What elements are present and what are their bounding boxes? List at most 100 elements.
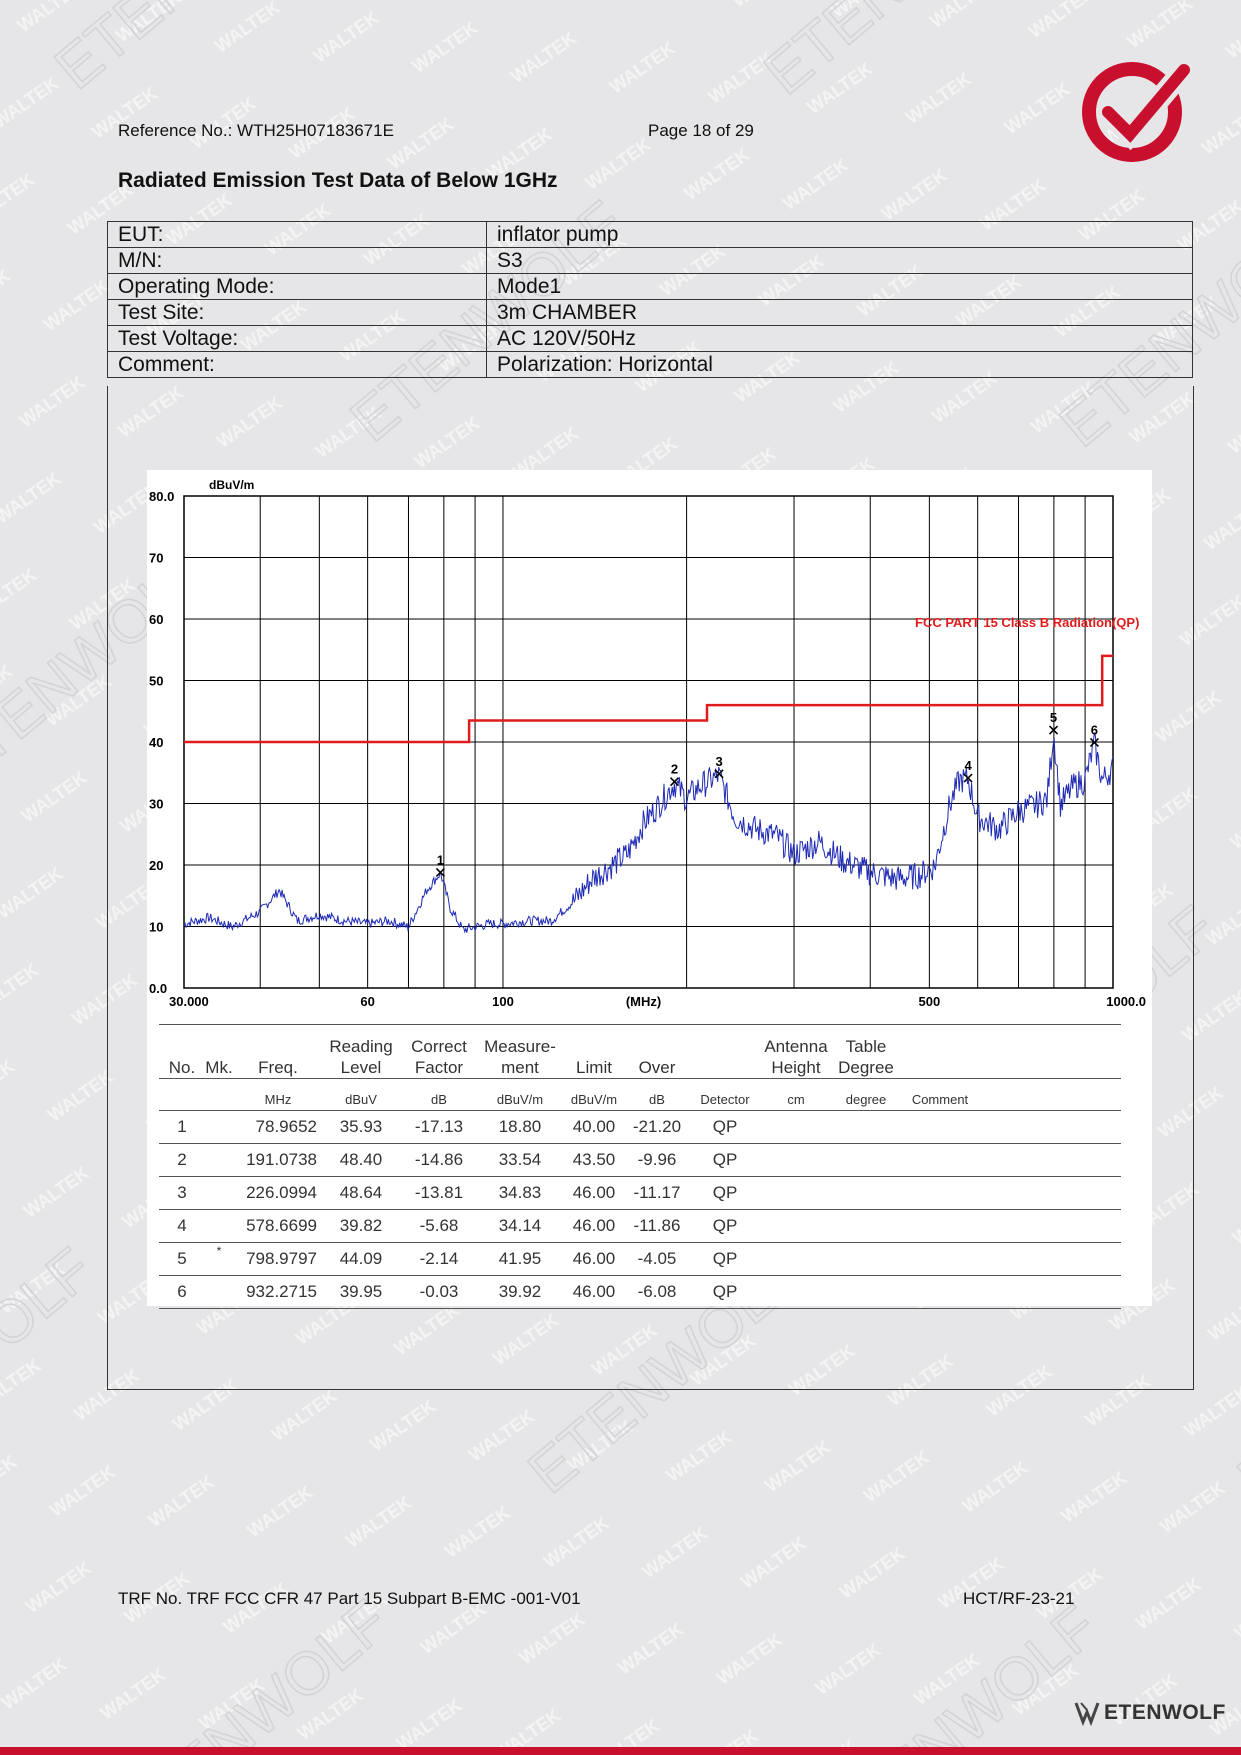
chart-frame — [107, 386, 1194, 1390]
table-row: 6 932.2715 39.95 -0.03 39.92 46.00 -6.08 QP — [159, 1275, 1121, 1309]
unit — [159, 1078, 205, 1111]
cell-no: 4 — [159, 1209, 205, 1243]
table-row: 3 226.0994 48.64 -13.81 34.83 46.00 -11.17 QP — [159, 1176, 1121, 1210]
col-correct-line1: Correct — [411, 1037, 467, 1056]
cell-mk — [205, 1176, 233, 1210]
y-tick-label: 70 — [149, 551, 163, 566]
marker-label: 4 — [964, 758, 972, 773]
measurement-trace — [183, 732, 1114, 934]
cell-empty — [829, 1176, 903, 1210]
cell-empty — [763, 1209, 829, 1243]
cell-over: -11.17 — [627, 1176, 687, 1210]
results-body: 1 78.9652 35.93 -17.13 18.80 40.00 -21.20 QP 2 19… — [159, 1110, 1121, 1309]
cell-limit: 43.50 — [561, 1143, 627, 1177]
cell-detector: QP — [687, 1143, 763, 1177]
info-value: Mode1 — [486, 273, 1193, 300]
cell-measure: 33.54 — [479, 1143, 561, 1177]
cell-mk — [205, 1110, 233, 1144]
col-reading-line2: Level — [340, 1058, 382, 1077]
table-row: Comment: Polarization: Horizontal — [107, 351, 1193, 378]
info-value: S3 — [486, 247, 1193, 274]
x-axis-label: (MHz) — [626, 994, 661, 1009]
y-tick-label: 10 — [149, 920, 163, 935]
y-tick-label: 50 — [149, 674, 163, 689]
y-tick-label: 60 — [149, 612, 163, 627]
x-tick-label: 100 — [492, 994, 514, 1009]
cell-empty — [763, 1242, 829, 1276]
cell-no: 5 — [159, 1242, 205, 1276]
cell-detector: QP — [687, 1242, 763, 1276]
y-axis-label: dBuV/m — [209, 478, 254, 492]
cell-measure: 41.95 — [479, 1242, 561, 1276]
info-label: Test Voltage: — [107, 325, 487, 352]
cell-empty — [903, 1275, 977, 1309]
col-correct: Correct Factor — [399, 1024, 479, 1079]
col-measure: Measure-ment — [479, 1024, 561, 1079]
col-measure-line1: Measure- — [484, 1037, 556, 1056]
table-row: 5 * 798.9797 44.09 -2.14 41.95 46.00 -4.05 QP — [159, 1242, 1121, 1276]
cell-empty — [903, 1110, 977, 1144]
unit: Comment — [903, 1078, 977, 1111]
y-tick-label: 0.0 — [149, 981, 167, 996]
marker-label: 5 — [1050, 710, 1057, 725]
col-freq: Freq. — [233, 1024, 323, 1079]
cell-empty — [977, 1209, 1121, 1243]
cell-correct: -17.13 — [399, 1110, 479, 1144]
cell-correct: -0.03 — [399, 1275, 479, 1309]
cell-freq: 78.9652 — [233, 1110, 323, 1144]
cell-empty — [829, 1242, 903, 1276]
cell-freq: 226.0994 — [233, 1176, 323, 1210]
cell-reading: 48.40 — [323, 1143, 399, 1177]
x-tick-label: 500 — [919, 994, 941, 1009]
cell-no: 6 — [159, 1275, 205, 1309]
cell-empty — [829, 1110, 903, 1144]
cell-empty — [977, 1110, 1121, 1144]
unit: MHz — [233, 1078, 323, 1111]
marker-label: 6 — [1091, 722, 1098, 737]
cell-empty — [977, 1275, 1121, 1309]
marker-cross — [714, 769, 724, 779]
marker-cross — [1089, 737, 1099, 748]
unit: dBuV/m — [479, 1078, 561, 1111]
col-detector — [687, 1024, 763, 1079]
cell-empty — [903, 1143, 977, 1177]
cell-freq: 932.2715 — [233, 1275, 323, 1309]
cell-mk: * — [205, 1242, 233, 1276]
col-reading: Reading Level — [323, 1024, 399, 1079]
page-number: Page 18 of 29 — [648, 121, 754, 140]
marker-cross — [435, 867, 445, 877]
bottom-bar — [0, 1747, 1241, 1755]
cell-reading: 39.95 — [323, 1275, 399, 1309]
cell-over: -9.96 — [627, 1143, 687, 1177]
marker-label: 1 — [437, 852, 444, 867]
cell-reading: 44.09 — [323, 1242, 399, 1276]
document-code: HCT/RF-23-21 — [963, 1589, 1075, 1608]
cell-limit: 46.00 — [561, 1242, 627, 1276]
cell-measure: 18.80 — [479, 1110, 561, 1144]
x-tick-label: 1000.0 — [1106, 994, 1146, 1009]
cell-no: 2 — [159, 1143, 205, 1177]
marker-cross — [963, 773, 973, 783]
y-tick-label: 30 — [149, 797, 163, 812]
cell-empty — [977, 1176, 1121, 1210]
col-no: No. — [159, 1024, 205, 1079]
marker-cross — [1048, 725, 1059, 735]
x-tick-label: 30.000 — [169, 994, 209, 1009]
table-row: M/N: S3 — [107, 247, 1193, 274]
unit: degree — [829, 1078, 903, 1111]
cell-empty — [903, 1209, 977, 1243]
limit-line — [184, 654, 1113, 744]
brand-logo-icon — [1082, 62, 1190, 162]
marker-label: 2 — [671, 762, 678, 777]
cell-reading: 48.64 — [323, 1176, 399, 1210]
marker-label: 3 — [715, 754, 722, 769]
cell-empty — [903, 1176, 977, 1210]
info-value: Polarization: Horizontal — [486, 351, 1193, 378]
results-table: No. Mk. Freq. Reading Level Correct Factor… — [159, 1024, 1121, 1309]
col-table-line1: Table — [845, 1037, 887, 1056]
cell-reading: 35.93 — [323, 1110, 399, 1144]
col-reading-line1: Reading — [329, 1037, 393, 1056]
cell-empty — [763, 1143, 829, 1177]
cell-over: -6.08 — [627, 1275, 687, 1309]
y-tick-label: 40 — [149, 735, 163, 750]
